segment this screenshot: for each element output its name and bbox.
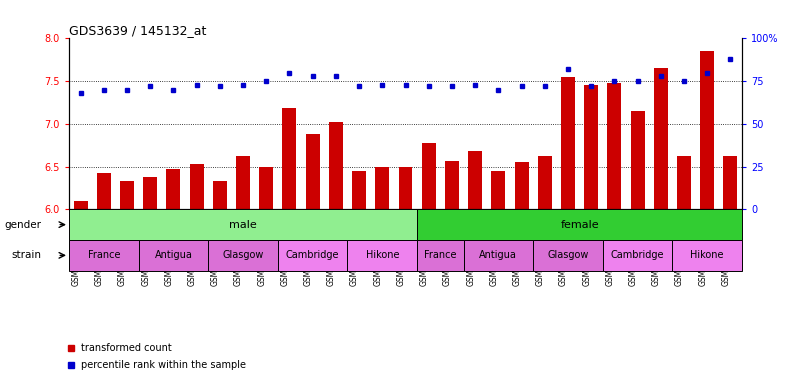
Bar [603,240,672,271]
Bar [144,177,157,209]
Bar [260,167,273,209]
Text: Antigua: Antigua [479,250,517,260]
Bar [236,156,250,209]
Bar [329,122,343,209]
Text: GSM231207: GSM231207 [118,240,127,286]
Bar [139,240,208,271]
Text: GSM231228: GSM231228 [675,240,684,286]
Bar [278,240,347,271]
Bar [352,171,366,209]
Text: GSM231229: GSM231229 [350,240,359,286]
Bar [515,162,529,209]
Text: GSM231226: GSM231226 [629,240,637,286]
Text: GSM231217: GSM231217 [211,240,220,286]
Bar [654,68,667,209]
Text: strain: strain [11,250,41,260]
Text: Antigua: Antigua [154,250,192,260]
Bar [538,156,551,209]
Text: percentile rank within the sample: percentile rank within the sample [81,360,246,370]
Bar [672,240,742,271]
Bar [69,209,417,240]
Bar [74,201,88,209]
Bar [417,240,464,271]
Bar [69,240,139,271]
Text: Hikone: Hikone [690,250,724,260]
Text: gender: gender [4,220,41,230]
Text: GSM231218: GSM231218 [234,240,243,286]
Bar [417,209,742,240]
Text: GSM231215: GSM231215 [513,240,521,286]
Text: Cambridge: Cambridge [286,250,340,260]
Text: GSM231213: GSM231213 [187,240,196,286]
Bar [700,51,714,209]
Text: GSM231221: GSM231221 [582,240,591,286]
Text: GSM231231: GSM231231 [397,240,406,286]
Text: female: female [560,220,599,230]
Text: GSM231230: GSM231230 [373,240,382,286]
Text: Cambridge: Cambridge [611,250,664,260]
Bar [631,111,645,209]
Text: France: France [424,250,457,260]
Bar [445,161,459,209]
Text: GSM231223: GSM231223 [281,240,290,286]
Bar [584,85,599,209]
Text: GSM231214: GSM231214 [489,240,498,286]
Text: GSM231232: GSM231232 [698,240,707,286]
Text: GDS3639 / 145132_at: GDS3639 / 145132_at [69,24,206,37]
Text: Glasgow: Glasgow [222,250,264,260]
Text: GSM231219: GSM231219 [257,240,266,286]
Text: Glasgow: Glasgow [547,250,589,260]
Text: GSM231205: GSM231205 [71,240,80,286]
Bar [607,83,621,209]
Bar [723,156,737,209]
Text: GSM231209: GSM231209 [443,240,452,286]
Bar [375,167,389,209]
Text: GSM231206: GSM231206 [95,240,104,286]
Text: France: France [88,250,120,260]
Bar [398,167,413,209]
Bar [97,172,111,209]
Text: GSM231233: GSM231233 [722,240,731,286]
Text: GSM231216: GSM231216 [536,240,545,286]
Text: GSM231212: GSM231212 [165,240,174,286]
Bar [208,240,278,271]
Bar [677,156,691,209]
Text: male: male [230,220,257,230]
Bar [120,181,134,209]
Text: GSM231211: GSM231211 [141,240,150,286]
Bar [491,171,505,209]
Bar [464,240,533,271]
Text: Hikone: Hikone [366,250,399,260]
Text: GSM231227: GSM231227 [652,240,661,286]
Bar [166,169,180,209]
Bar [306,134,320,209]
Text: GSM231208: GSM231208 [420,240,429,286]
Bar [190,164,204,209]
Bar [282,108,296,209]
Text: transformed count: transformed count [81,343,172,353]
Bar [347,240,417,271]
Text: GSM231222: GSM231222 [605,240,615,286]
Text: GSM231210: GSM231210 [466,240,475,286]
Text: GSM231225: GSM231225 [327,240,336,286]
Bar [212,181,227,209]
Bar [468,151,482,209]
Bar [561,77,575,209]
Bar [533,240,603,271]
Text: GSM231220: GSM231220 [559,240,568,286]
Bar [422,142,436,209]
Text: GSM231224: GSM231224 [303,240,313,286]
